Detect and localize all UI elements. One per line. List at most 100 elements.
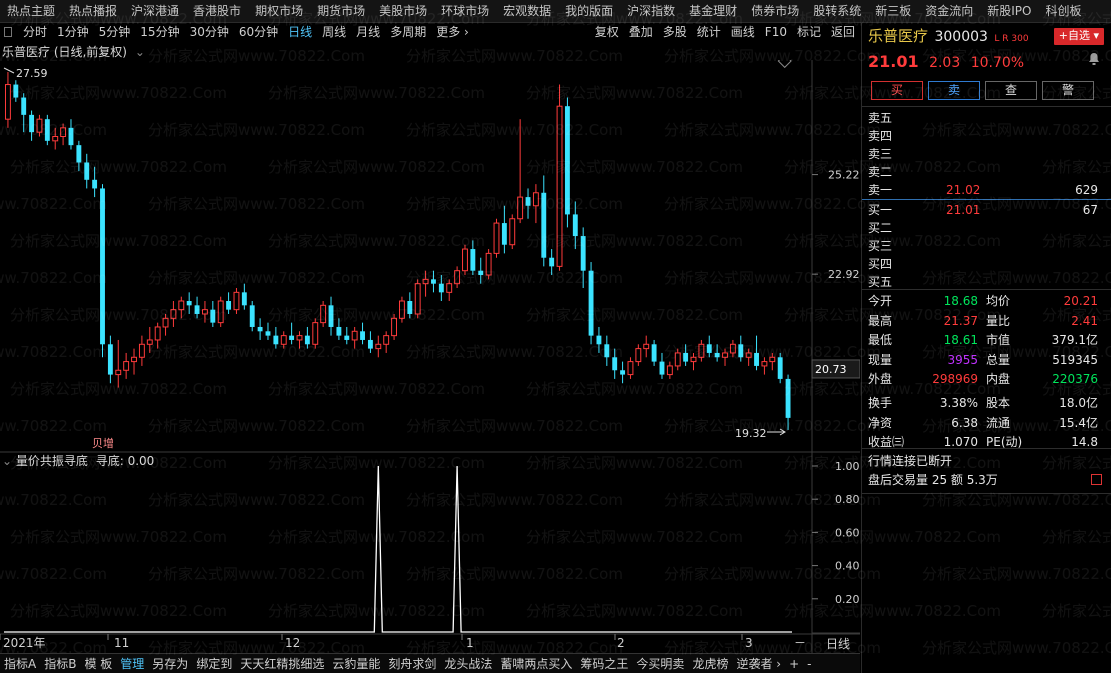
candle-body xyxy=(170,309,177,319)
top-nav-item[interactable]: 宏观数据 xyxy=(503,3,552,18)
indicator-tab[interactable]: 指标A xyxy=(4,656,37,671)
indicator-tab[interactable]: 天天红精挑细选 xyxy=(240,656,325,671)
period-tab[interactable]: 60分钟 xyxy=(238,25,279,39)
buy-button[interactable]: 买 xyxy=(871,81,923,100)
market-tags: L R 300 xyxy=(994,34,1029,44)
candle-body xyxy=(635,348,642,363)
candle-body xyxy=(509,218,516,246)
tool-button[interactable]: 统计 xyxy=(696,25,721,39)
candle xyxy=(304,326,310,349)
alert-label: 警 xyxy=(1061,83,1074,97)
orderbook-row[interactable]: 买三 xyxy=(868,237,1104,255)
top-nav-item[interactable]: 期权市场 xyxy=(255,3,304,18)
indicator-tab[interactable]: 绑定到 xyxy=(196,656,233,671)
panel-toggle-icon[interactable] xyxy=(4,27,12,37)
period-tab[interactable]: 多周期 xyxy=(390,25,427,39)
chart-icon[interactable] xyxy=(1091,474,1102,485)
indicator-name[interactable]: 量价共振寻底 xyxy=(15,454,88,468)
event-tag[interactable]: 贝增 xyxy=(92,436,114,450)
candle-body xyxy=(754,352,759,366)
period-tab[interactable]: 月线 xyxy=(356,25,381,39)
top-nav-item[interactable]: 热点播报 xyxy=(69,3,118,18)
top-nav-item[interactable]: 香港股市 xyxy=(193,3,242,18)
tool-button[interactable]: 多股 xyxy=(662,25,687,39)
indicator-tab[interactable]: - xyxy=(807,656,812,671)
orderbook-row[interactable]: 买四 xyxy=(868,255,1104,273)
candle-body xyxy=(407,300,413,314)
top-nav-item[interactable]: 股转系统 xyxy=(813,3,862,18)
candle-body xyxy=(769,356,776,363)
tool-button[interactable]: 复权 xyxy=(594,25,619,39)
indicator-tab[interactable]: 管理 xyxy=(120,656,145,671)
indicator-tab[interactable]: 龙虎榜 xyxy=(692,656,729,671)
top-nav-item[interactable]: 新股IPO xyxy=(987,3,1032,18)
bell-icon[interactable] xyxy=(1088,52,1100,71)
candle xyxy=(666,361,673,379)
zoom-out-icon[interactable]: － xyxy=(794,636,806,650)
period-tab[interactable]: 更多 › xyxy=(436,25,469,39)
candle xyxy=(541,175,547,267)
chevron-down-icon[interactable]: ⌄ xyxy=(134,45,145,59)
orderbook-row[interactable]: 卖一 21.02 629 xyxy=(868,181,1104,199)
period-tab[interactable]: 1分钟 xyxy=(57,25,89,39)
indicator-tab[interactable]: 蓄啸两点买入 xyxy=(500,656,573,671)
candle-body xyxy=(226,300,232,310)
top-nav-item[interactable]: 债券市场 xyxy=(751,3,800,18)
candle xyxy=(76,140,82,172)
candle xyxy=(714,344,720,362)
tool-button[interactable]: 标记 xyxy=(796,25,821,39)
indicator-tab[interactable]: 逆袭者 › xyxy=(736,656,782,671)
candle xyxy=(217,296,224,327)
top-nav-item[interactable]: 新三板 xyxy=(875,3,912,18)
indicator-tab[interactable]: 刻舟求剑 xyxy=(388,656,437,671)
top-nav-item[interactable]: 环球市场 xyxy=(441,3,490,18)
indicator-tab[interactable]: 龙头战法 xyxy=(444,656,493,671)
indicator-tab[interactable]: 筹码之王 xyxy=(580,656,629,671)
orderbook-row[interactable]: 买二 xyxy=(868,219,1104,237)
period-tab[interactable]: 分时 xyxy=(23,25,48,39)
top-nav-item[interactable]: 美股市场 xyxy=(379,3,428,18)
tool-button[interactable]: F10 xyxy=(764,25,787,39)
alert-button[interactable]: 警 xyxy=(1042,81,1094,100)
top-nav-item[interactable]: 热点主题 xyxy=(7,3,56,18)
candle-body xyxy=(304,335,310,345)
period-tab[interactable]: 周线 xyxy=(322,25,347,39)
tool-button[interactable]: 返回 xyxy=(830,25,855,39)
top-nav-item[interactable]: 基金理财 xyxy=(689,3,738,18)
indicator-tab[interactable]: + xyxy=(789,656,800,671)
orderbook-row[interactable]: 买五 xyxy=(868,273,1104,291)
indicator-tab[interactable]: 指标B xyxy=(44,656,77,671)
candle-body xyxy=(761,361,768,367)
period-tab[interactable]: 5分钟 xyxy=(98,25,131,39)
candle-body xyxy=(643,343,650,350)
period-tab[interactable]: 15分钟 xyxy=(140,25,180,39)
top-nav-item[interactable]: 资金流向 xyxy=(925,3,974,18)
tool-button[interactable]: 画线 xyxy=(730,25,755,39)
query-button[interactable]: 查 xyxy=(985,81,1037,100)
indicator-tab[interactable]: 云豹量能 xyxy=(332,656,381,671)
orderbook-row[interactable]: 卖三 xyxy=(868,145,1104,163)
indicator-tab[interactable]: 今买明卖 xyxy=(636,656,685,671)
period-tab[interactable]: 日线 xyxy=(288,25,313,39)
indicator-tab[interactable]: 模 板 xyxy=(84,656,113,671)
orderbook-row[interactable]: 卖二 xyxy=(868,163,1104,181)
top-nav-item[interactable]: 我的版面 xyxy=(565,3,614,18)
chevron-down-icon[interactable]: ⌄ xyxy=(2,454,13,468)
indicator-tab[interactable]: 另存为 xyxy=(152,656,189,671)
period-tab[interactable]: 30分钟 xyxy=(189,25,229,39)
candle xyxy=(690,352,697,371)
top-nav-item[interactable]: 沪深港通 xyxy=(131,3,180,18)
add-watchlist-button[interactable]: +自选 ▾ xyxy=(1053,28,1104,45)
sell-button[interactable]: 卖 xyxy=(928,81,980,100)
top-nav-item[interactable]: 沪深指数 xyxy=(627,3,676,18)
top-nav-item[interactable]: 科创板 xyxy=(1045,3,1082,18)
top-nav-item[interactable]: 期货市场 xyxy=(317,3,366,18)
orderbook-row[interactable]: 买一 21.01 67 xyxy=(868,201,1104,219)
orderbook-row[interactable]: 卖五 xyxy=(868,109,1104,127)
orderbook-row[interactable]: 卖四 xyxy=(868,127,1104,145)
candle xyxy=(454,266,461,289)
kline-chart[interactable]: 27.59 19.32 贝增 25.22 22.92 20.73 1.00 0.80 0.60 0… xyxy=(0,60,860,653)
diamond-icon[interactable] xyxy=(777,60,792,69)
candle xyxy=(280,331,287,349)
tool-button[interactable]: 叠加 xyxy=(628,25,653,39)
